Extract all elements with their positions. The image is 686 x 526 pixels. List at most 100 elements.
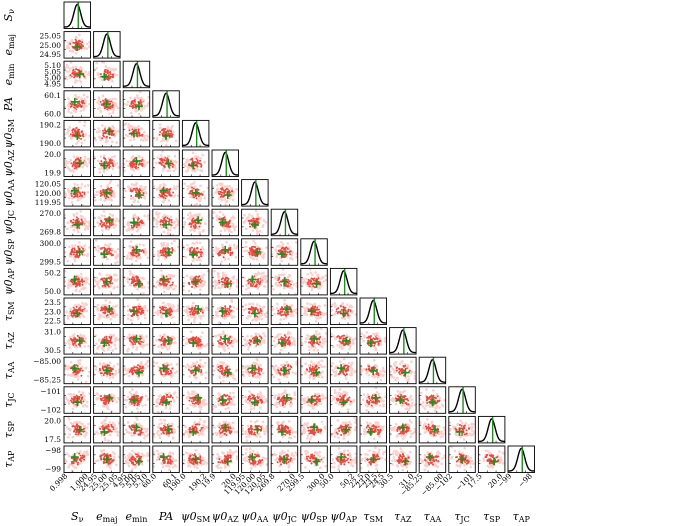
sample-point [128,129,131,132]
sample-point [161,220,164,223]
sample-point [257,272,261,276]
sample-point [130,224,133,227]
sample-point [280,336,283,339]
sample-point [316,349,319,352]
sample-point [101,338,104,341]
sample-point [69,158,73,162]
scatter-panel-τ_AZ-vs-ψ0_JC [270,327,299,355]
sample-point [192,301,195,305]
sample-point [78,102,81,105]
sample-point [199,184,202,188]
sample-point [129,342,133,346]
sample-point [163,213,166,217]
sample-point [83,191,86,194]
sample-point [202,190,205,193]
sample-point [68,245,71,249]
sample-point [311,305,314,308]
sample-point [64,341,67,345]
sample-point [230,300,234,304]
sample-point [291,251,294,254]
sample-point [323,304,327,307]
sample-point [223,314,226,317]
sample-point [166,228,170,232]
sample-point [86,220,89,224]
sample-point [170,218,173,221]
sample-point [96,244,100,248]
sample-point [66,44,70,47]
sample-point [69,254,73,258]
sample-point [194,226,197,229]
sample-point [160,191,163,193]
sample-point [111,104,114,107]
sample-point [229,254,232,257]
sample-point [103,312,106,315]
histogram-panel-Sν [63,1,91,29]
sample-point [134,103,137,106]
sample-point [74,79,77,82]
sample-point [254,242,257,245]
sample-point [279,240,283,244]
sample-point [135,109,139,112]
sample-point [187,338,190,341]
sample-point [315,316,318,320]
sample-point [80,183,84,186]
sample-point [233,246,237,250]
sample-point [141,164,144,167]
sample-point [111,106,114,109]
scatter-panel-ψ0_SM-vs-PA [152,119,180,148]
sample-point [86,227,90,231]
sample-point [186,314,190,318]
sample-point [318,305,322,308]
sample-point [108,224,111,227]
sample-point [143,285,146,289]
sample-point [253,281,256,284]
sample-point [171,246,174,249]
sample-point [169,336,172,339]
sample-point [133,341,136,344]
sample-point [194,316,197,319]
sample-point [78,280,81,283]
sample-point [134,109,137,112]
sample-point [176,184,179,188]
sample-point [337,307,340,310]
sample-point [220,224,223,227]
sample-point [77,140,80,143]
sample-point [74,159,77,162]
sample-point [173,249,177,253]
sample-point [129,240,133,243]
sample-point [113,315,117,319]
sample-point [185,342,188,345]
sample-point [283,334,286,337]
sample-point [71,45,74,48]
sample-point [100,306,103,309]
sample-point [242,344,246,348]
sample-point [158,193,161,196]
panel-frame [93,90,121,118]
sample-point [246,334,249,338]
sample-point [274,336,277,339]
sample-point [311,278,314,281]
sample-point [158,133,161,136]
sample-point [246,339,249,343]
sample-point [82,75,85,78]
histogram-curve [359,299,387,324]
sample-point [107,347,110,350]
sample-point [173,309,177,313]
sample-point [140,286,144,289]
sample-point [287,305,290,308]
sample-point [75,305,78,308]
sample-point [133,166,136,169]
panel-frame [93,31,121,59]
sample-point [193,257,196,261]
sample-point [258,341,261,344]
sample-point [202,273,206,277]
sample-point [319,313,322,316]
sample-point [97,249,100,253]
sample-point [68,168,71,171]
sample-point [116,285,119,289]
sample-point [342,306,345,309]
sample-point [135,226,138,229]
sample-point [131,163,134,166]
sample-point [168,303,172,306]
sample-point [73,106,76,109]
